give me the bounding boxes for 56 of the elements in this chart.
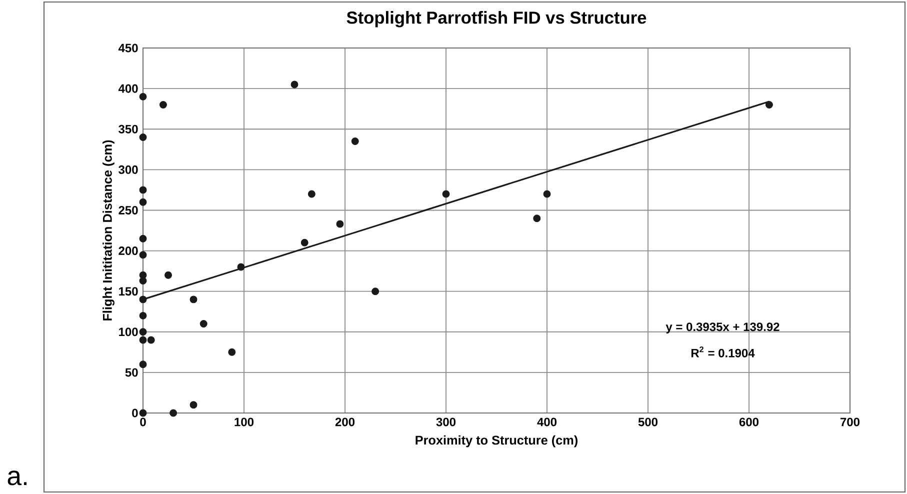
point [228, 348, 236, 356]
text: a. [8, 470, 27, 486]
point [147, 336, 155, 344]
x-tick-label: 0 [140, 418, 146, 426]
y-tick-label: 400 [118, 84, 138, 93]
point [139, 312, 147, 320]
point [139, 133, 147, 141]
point [139, 186, 147, 194]
point [442, 190, 450, 198]
point [308, 190, 316, 198]
point [139, 198, 147, 206]
x-axis-title: Proximity to Structure (cm) [416, 435, 578, 448]
x-tick-label: 500 [638, 418, 658, 426]
point [139, 296, 147, 304]
point [139, 277, 147, 285]
point [372, 288, 380, 296]
y-tick-label: 450 [118, 44, 138, 52]
point [300, 238, 308, 246]
point [170, 409, 178, 417]
point [139, 328, 147, 336]
point [200, 320, 208, 328]
x-tick-label: 400 [537, 418, 557, 426]
y-tick-label: 50 [125, 368, 138, 377]
y-tick-label: 100 [119, 328, 138, 336]
y-axis-title: Flight Inititation Distance (cm) [102, 140, 114, 320]
point [190, 401, 198, 409]
point [336, 220, 344, 228]
point [543, 190, 551, 198]
y-tick-label: 300 [118, 165, 138, 174]
x-tick-label: 100 [234, 418, 254, 426]
point [765, 101, 773, 109]
point [139, 234, 147, 242]
point [290, 80, 298, 88]
point [139, 92, 147, 100]
y-tick-label: 0 [132, 408, 138, 418]
point [237, 263, 245, 271]
point [164, 271, 172, 279]
x-tick-label: 700 [840, 418, 860, 426]
point [139, 360, 147, 368]
annotation: y = 0.3935x + 139.92 [666, 322, 780, 334]
x-tick-label: 300 [436, 418, 456, 426]
x-tick-label: 200 [335, 418, 355, 426]
point [139, 409, 147, 417]
point [190, 296, 198, 304]
y-tick-label: 250 [118, 206, 138, 214]
point [533, 214, 541, 222]
x-tick-label: 600 [739, 418, 759, 426]
point [159, 101, 167, 109]
point [139, 336, 147, 344]
y-tick-label: 200 [118, 246, 138, 256]
point [351, 138, 359, 146]
y-tick-label: 350 [118, 124, 138, 134]
point [139, 251, 147, 259]
chart-title: Stoplight Parrotfish FID vs Structure [346, 11, 646, 28]
y-tick-label: 150 [119, 287, 138, 296]
annotation: R$^{2}$ = 0.1904 [691, 346, 755, 358]
